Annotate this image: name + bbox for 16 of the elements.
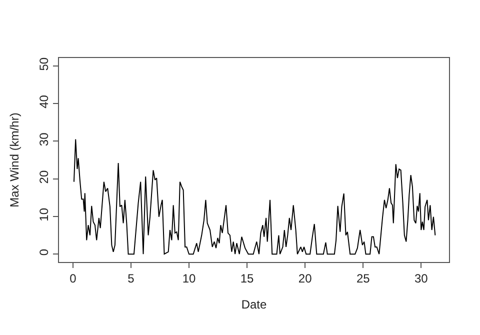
line-series (73, 138, 436, 255)
y-tick-label: 50 (37, 57, 52, 71)
x-tick-label: 20 (298, 271, 312, 286)
x-tick-label: 15 (240, 271, 254, 286)
y-axis-title: Max Wind (km/hr) (8, 112, 22, 208)
y-tick-label: 20 (37, 170, 52, 184)
x-tick-label: 0 (70, 271, 77, 286)
x-tick-label: 10 (182, 271, 196, 286)
y-tick-label: 0 (37, 248, 52, 256)
y-tick-label: 10 (37, 208, 52, 222)
x-axis-title: Date (241, 297, 267, 312)
y-tick-label: 40 (37, 94, 52, 108)
y-tick-label: 30 (37, 132, 52, 146)
x-tick-label: 30 (414, 271, 428, 286)
x-tick-label: 5 (128, 271, 135, 286)
x-tick-label: 25 (356, 271, 370, 286)
